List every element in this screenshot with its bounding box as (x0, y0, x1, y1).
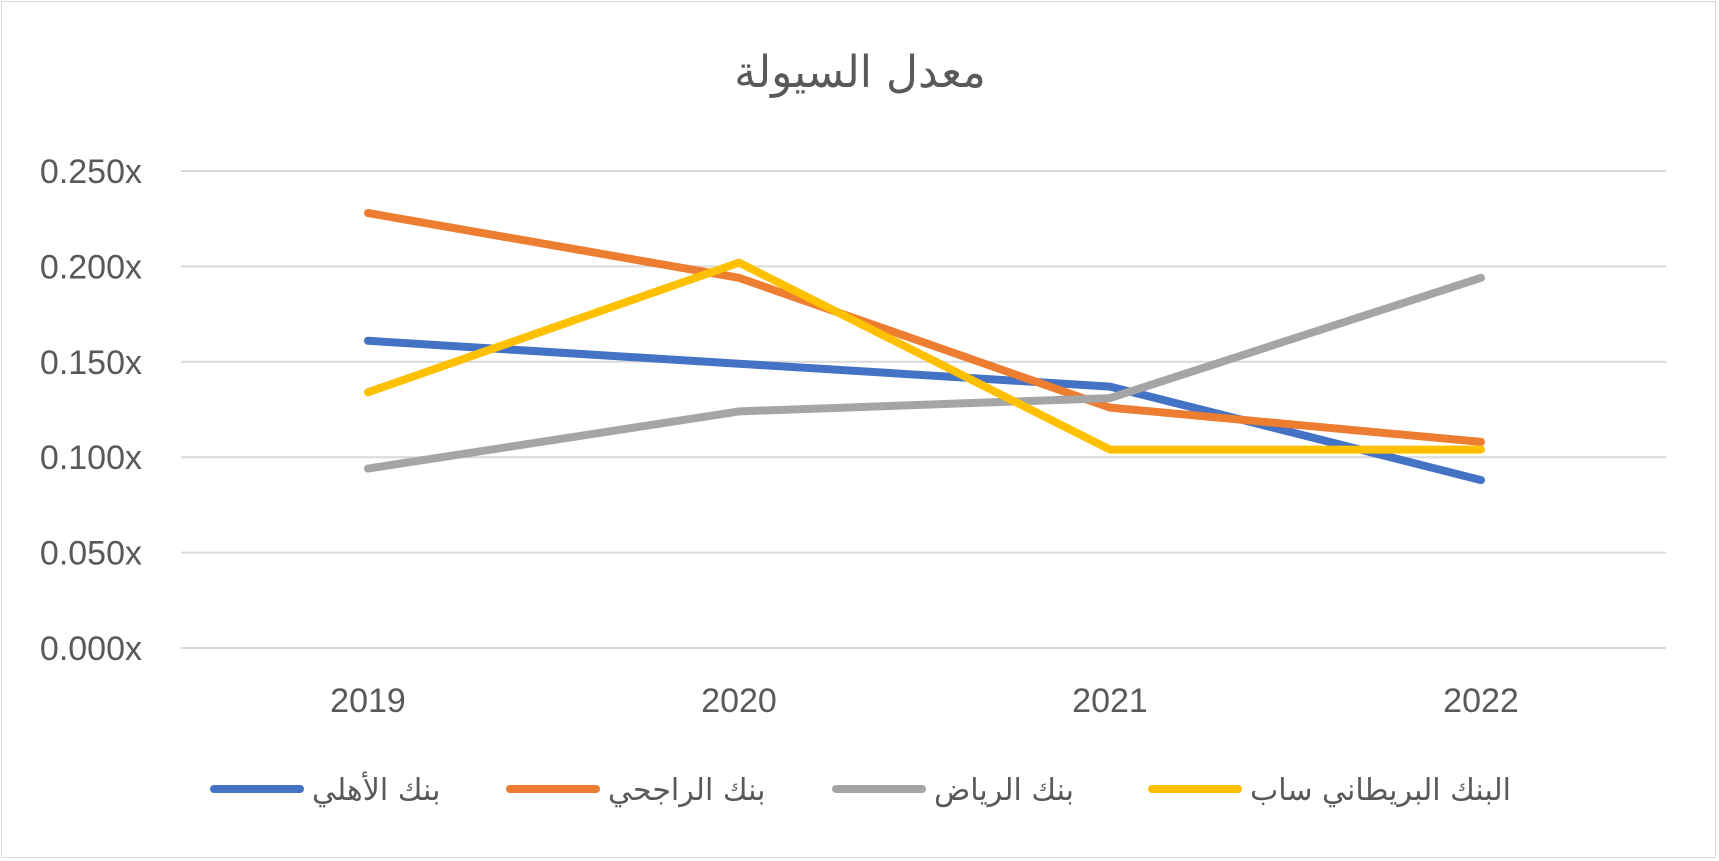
x-tick-label: 2022 (1443, 682, 1519, 720)
series-line (364, 209, 1485, 446)
legend-label: بنك الراجحي (608, 773, 766, 808)
legend-item: بنك الرياض (832, 773, 1074, 808)
x-tick-label: 2020 (701, 682, 777, 720)
legend-item: البنك البريطاني ساب (1148, 773, 1511, 808)
legend-label: البنك البريطاني ساب (1250, 773, 1511, 808)
x-axis-ticks: 2019 2020 2021 2022 (330, 682, 1519, 720)
series-line (364, 273, 1485, 473)
legend-item: بنك الأهلي (210, 770, 440, 808)
legend-item: بنك الراجحي (506, 773, 766, 808)
x-tick-label: 2021 (1072, 682, 1148, 720)
y-tick-label: 0.100x (40, 439, 142, 477)
y-tick-label: 0.200x (40, 248, 142, 286)
y-axis-ticks: 0.000x 0.050x 0.100x 0.150x 0.200x 0.250x (40, 153, 142, 668)
y-tick-label: 0.150x (40, 344, 142, 382)
chart-title: معدل السيولة (734, 47, 986, 98)
series-line (364, 336, 1485, 485)
gridlines (181, 170, 1666, 649)
legend: بنك الأهلي بنك الراجحي بنك الرياض البنك الب… (210, 770, 1511, 808)
y-tick-label: 0.050x (40, 535, 142, 573)
series-lines (364, 209, 1485, 485)
y-tick-label: 0.000x (40, 630, 142, 668)
x-tick-label: 2019 (330, 682, 406, 720)
legend-label: بنك الأهلي (312, 770, 440, 808)
y-tick-label: 0.250x (40, 153, 142, 191)
series-line (364, 258, 1485, 454)
legend-label: بنك الرياض (934, 773, 1074, 808)
